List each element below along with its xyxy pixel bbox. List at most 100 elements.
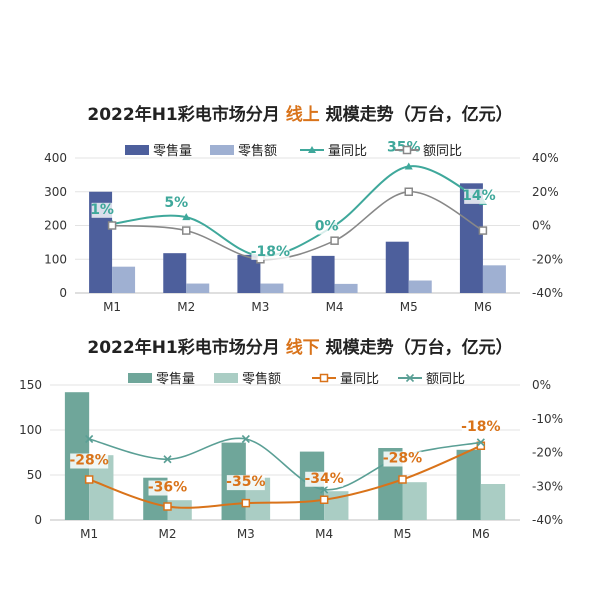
data-label-bg xyxy=(461,419,500,435)
legend-label: 量同比 xyxy=(328,144,367,159)
bar-amount xyxy=(186,283,210,293)
bar-amount xyxy=(408,280,432,293)
y2-tick-label: 20% xyxy=(532,185,559,199)
y2-tick-label: -20% xyxy=(532,252,563,266)
series-point xyxy=(398,475,407,484)
series-point xyxy=(84,475,94,484)
legend-marker xyxy=(405,373,415,383)
legend-label: 零售额 xyxy=(242,371,281,387)
bar-amount xyxy=(482,265,506,293)
series-point xyxy=(182,226,191,235)
bar-volume xyxy=(385,241,409,293)
x-tick-label: M4 xyxy=(315,527,333,541)
legend-swatch xyxy=(128,373,152,383)
data-label-bg xyxy=(251,244,290,260)
y-tick-label: 100 xyxy=(19,423,42,437)
y2-tick-label: -30% xyxy=(532,479,563,493)
y-tick-label: 100 xyxy=(44,252,67,266)
x-tick-label: M3 xyxy=(237,527,255,541)
data-label: 5% xyxy=(164,195,188,211)
chart-1: 2022年H1彩电市场分月 线上 规模走势（万台，亿元） 0 100 200 300 40… xyxy=(44,104,563,314)
series-point xyxy=(182,213,191,221)
bar-amount xyxy=(334,283,358,293)
chart-title-part: 2022年H1彩电市场分月 xyxy=(87,104,285,125)
legend-label: 额同比 xyxy=(423,144,462,159)
data-label-bg xyxy=(91,202,113,218)
y2-tick-label: -10% xyxy=(532,412,563,426)
y-tick-label: 400 xyxy=(44,151,67,165)
data-label: -34% xyxy=(305,471,344,487)
y-tick-label: 0 xyxy=(34,513,42,527)
data-label-bg xyxy=(70,453,109,469)
series-point xyxy=(319,495,329,504)
series-line-volume-yoy xyxy=(88,444,482,509)
x-tick-label: M6 xyxy=(472,527,490,541)
y-tick-label: 0 xyxy=(59,286,67,300)
data-label-bg xyxy=(383,451,422,467)
data-label-bg xyxy=(165,196,187,212)
data-label-bg xyxy=(226,475,265,491)
chart-2: 2022年H1彩电市场分月 线下 规模走势（万台，亿元） 0 50 100 150 -40… xyxy=(19,337,563,541)
series-point xyxy=(85,434,94,444)
legend-marker xyxy=(308,146,316,153)
x-tick-label: M3 xyxy=(251,300,269,314)
y-tick-label: 50 xyxy=(27,468,42,482)
x-tick-label: M6 xyxy=(474,300,492,314)
series-point xyxy=(163,455,172,464)
x-tick-label: M4 xyxy=(326,300,344,314)
data-label: 1% xyxy=(90,202,114,218)
bar-amount xyxy=(402,482,427,520)
series-point xyxy=(476,438,485,447)
legend-label: 额同比 xyxy=(426,372,465,387)
y-tick-label: 300 xyxy=(44,185,67,199)
data-label: 14% xyxy=(462,188,496,204)
legend-label: 量同比 xyxy=(340,372,379,387)
data-label: 0% xyxy=(315,219,339,235)
series-point xyxy=(107,221,117,230)
data-label-bg xyxy=(464,188,494,204)
legend-swatch xyxy=(210,145,234,155)
series-point xyxy=(478,226,488,235)
x-tick-label: M1 xyxy=(103,300,121,314)
series-point xyxy=(330,236,339,245)
chart-title-part: 规模走势（万台，亿元） xyxy=(320,104,513,125)
bar-amount xyxy=(480,484,506,520)
data-label: -18% xyxy=(461,419,500,435)
legend-label: 零售量 xyxy=(153,143,192,159)
y-tick-label: 150 xyxy=(19,378,42,392)
chart-title-part: 线上 xyxy=(286,104,320,125)
bar-volume xyxy=(311,255,335,293)
y-tick-label: 200 xyxy=(44,219,67,233)
data-label: -28% xyxy=(70,453,109,469)
data-label: -28% xyxy=(383,451,422,467)
chart-title: 2022年H1彩电市场分月 线上 规模走势（万台，亿元） xyxy=(87,104,512,125)
y2-tick-label: 40% xyxy=(532,151,559,165)
bar-amount xyxy=(167,500,192,520)
legend-label: 零售额 xyxy=(238,143,277,159)
series-point xyxy=(241,498,251,508)
bar-amount xyxy=(260,283,284,293)
legend-label: 零售量 xyxy=(156,371,195,387)
legend-marker xyxy=(319,373,329,383)
y2-tick-label: -40% xyxy=(532,286,563,300)
series-point xyxy=(404,162,413,170)
bar-volume xyxy=(237,254,261,293)
bar-volume xyxy=(456,449,481,520)
bar-volume xyxy=(163,253,187,293)
series-point xyxy=(241,434,250,444)
bar-amount xyxy=(112,266,136,293)
x-tick-label: M2 xyxy=(177,300,195,314)
legend-swatch xyxy=(214,373,238,383)
series-point xyxy=(320,485,329,494)
chart-title-part: 线下 xyxy=(286,337,320,358)
chart-title-part: 规模走势（万台，亿元） xyxy=(320,337,513,358)
series-point xyxy=(404,187,413,196)
y2-tick-label: 0% xyxy=(532,219,551,233)
data-label: -36% xyxy=(148,480,187,496)
legend-swatch xyxy=(125,145,149,155)
x-tick-label: M1 xyxy=(80,527,98,541)
data-label: -35% xyxy=(226,474,265,490)
legend-marker xyxy=(402,145,412,155)
